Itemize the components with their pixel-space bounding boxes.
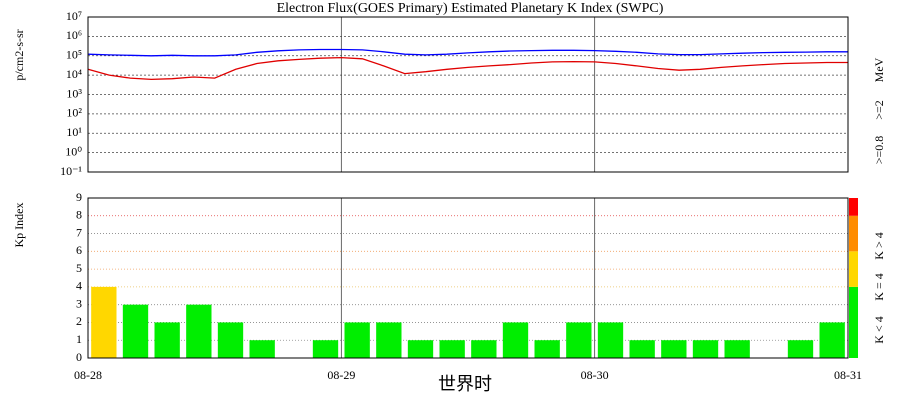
y-tick-label: 7 — [76, 225, 82, 239]
bar — [724, 340, 750, 358]
y-tick-label: 1 — [76, 332, 82, 346]
bar — [376, 322, 402, 358]
y-tick-label: 10⁷ — [66, 9, 82, 23]
y-tick-label: 0 — [76, 350, 82, 364]
bar — [312, 340, 339, 358]
y-tick-label: 9 — [76, 190, 82, 204]
y-tick-label: 10⁻¹ — [60, 164, 82, 178]
bar — [122, 304, 149, 358]
y-tick-label: 2 — [76, 314, 82, 328]
y-tick-label: 10⁶ — [66, 28, 82, 42]
bar — [186, 304, 212, 358]
y-tick-label: 4 — [76, 279, 82, 293]
bar — [407, 340, 434, 358]
color-bar-band — [849, 215, 858, 252]
bar — [154, 322, 180, 358]
y-tick-label: 5 — [76, 261, 82, 275]
color-bar-band — [849, 251, 858, 287]
bar — [787, 340, 814, 358]
unit-label: MeV — [872, 57, 886, 82]
y-axis-label: p/cm2-s-sr — [12, 29, 26, 80]
bar — [661, 340, 687, 358]
legend-label: K < 4 — [872, 316, 886, 343]
legend-label: K > 4 — [872, 232, 886, 259]
bar — [249, 340, 275, 358]
bar — [471, 340, 497, 358]
x-axis-label: 世界时 — [438, 374, 492, 395]
x-tick-label: 08-28 — [74, 368, 102, 382]
bar — [91, 286, 117, 358]
legend-label: >=0.8 — [872, 136, 886, 165]
y-tick-label: 10³ — [66, 86, 82, 100]
y-tick-label: 8 — [76, 208, 82, 222]
x-tick-label: 08-31 — [834, 368, 862, 382]
plot-frame — [87, 16, 849, 173]
y-tick-label: 3 — [76, 296, 82, 310]
y-tick-label: 10¹ — [66, 125, 82, 139]
bar — [566, 322, 592, 358]
y-tick-label: 10⁰ — [65, 144, 82, 158]
color-bar-band — [849, 198, 858, 216]
bar — [629, 340, 655, 358]
y-tick-label: 10⁴ — [66, 67, 82, 81]
legend-label: >=2 — [872, 100, 886, 120]
x-tick-label: 08-29 — [327, 368, 355, 382]
bar — [819, 322, 845, 358]
series-line — [87, 48, 848, 57]
y-tick-label: 10² — [66, 106, 82, 120]
series-line — [87, 56, 848, 81]
bar — [344, 322, 370, 358]
x-tick-label: 08-30 — [581, 368, 609, 382]
chart-title: Electron Flux(GOES Primary) Estimated Pl… — [277, 1, 664, 16]
y-tick-label: 6 — [76, 243, 82, 257]
bar — [534, 340, 560, 358]
bar — [439, 340, 465, 358]
y-tick-label: 10⁵ — [66, 48, 82, 62]
legend-label: K = 4 — [872, 273, 886, 300]
y-axis-label: Kp Index — [12, 203, 26, 248]
bar — [502, 322, 529, 358]
color-bar-band — [849, 286, 858, 358]
bar — [692, 340, 719, 358]
plot-frame — [87, 197, 849, 359]
bar — [597, 322, 624, 358]
bar — [217, 322, 244, 358]
